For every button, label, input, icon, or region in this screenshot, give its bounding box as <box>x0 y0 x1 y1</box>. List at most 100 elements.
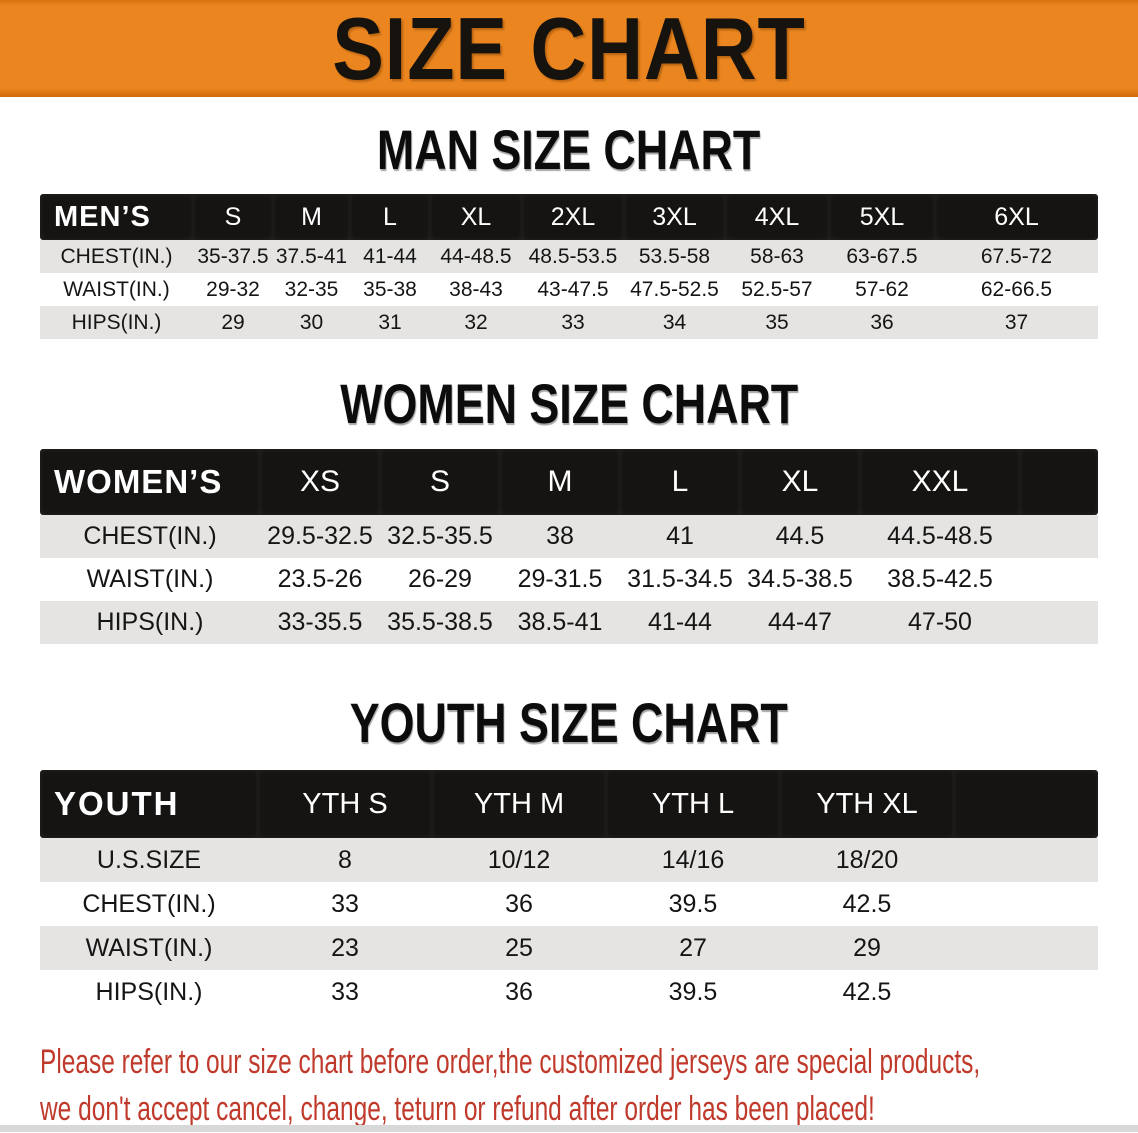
column-header: XL <box>740 449 860 515</box>
value-cell: 10/12 <box>432 838 606 882</box>
value-cell: 38 <box>500 515 620 558</box>
table-row: CHEST(IN.) 29.5-32.5 32.5-35.5 38 41 44.5 44.5… <box>40 515 1098 558</box>
value-cell: 37 <box>935 306 1098 339</box>
value-cell: 48.5-53.5 <box>522 240 624 273</box>
column-header: M <box>500 449 620 515</box>
youth-heading-row: YOUTH SIZE CHART <box>0 691 1138 754</box>
column-header: S <box>193 194 273 240</box>
value-filler <box>954 970 1098 1014</box>
table-row: HIPS(IN.) 33-35.5 35.5-38.5 38.5-41 41-44 44-… <box>40 601 1098 644</box>
table-corner-label: WOMEN’S <box>40 449 260 515</box>
value-cell: 29-32 <box>193 273 273 306</box>
banner-title: SIZE CHART <box>332 0 806 98</box>
column-header: 3XL <box>624 194 725 240</box>
row-label: CHEST(IN.) <box>40 240 193 273</box>
table-corner-label: YOUTH <box>40 770 258 838</box>
column-header: 6XL <box>935 194 1098 240</box>
value-cell: 47-50 <box>860 601 1020 644</box>
men-size-section: MAN SIZE CHART MEN’S S M L XL 2XL 3XL 4XL 5XL 6XL… <box>0 122 1138 339</box>
value-cell: 44-48.5 <box>430 240 522 273</box>
column-header: YTH M <box>432 770 606 838</box>
value-cell: 26-29 <box>380 558 500 601</box>
value-cell: 42.5 <box>780 970 954 1014</box>
value-cell: 38-43 <box>430 273 522 306</box>
column-header: XS <box>260 449 380 515</box>
value-cell: 37.5-41 <box>273 240 350 273</box>
row-label: U.S.SIZE <box>40 838 258 882</box>
column-header: L <box>350 194 430 240</box>
column-header: XL <box>430 194 522 240</box>
table-row: U.S.SIZE 8 10/12 14/16 18/20 <box>40 838 1098 882</box>
value-filler <box>1020 515 1098 558</box>
value-cell: 32 <box>430 306 522 339</box>
table-row: HIPS(IN.) 33 36 39.5 42.5 <box>40 970 1098 1014</box>
value-cell: 35-38 <box>350 273 430 306</box>
women-chart-heading: WOMEN SIZE CHART <box>340 372 798 435</box>
value-cell: 41-44 <box>350 240 430 273</box>
value-cell: 57-62 <box>829 273 935 306</box>
row-label: HIPS(IN.) <box>40 970 258 1014</box>
value-cell: 33 <box>258 882 432 926</box>
table-row: CHEST(IN.) 35-37.5 37.5-41 41-44 44-48.5 48.5… <box>40 240 1098 273</box>
value-cell: 41-44 <box>620 601 740 644</box>
value-cell: 39.5 <box>606 970 780 1014</box>
value-cell: 27 <box>606 926 780 970</box>
value-filler <box>954 882 1098 926</box>
youth-size-section: YOUTH SIZE CHART YOUTH YTH S YTH M YTH L YTH… <box>0 695 1138 1014</box>
bottom-edge-bar <box>0 1125 1138 1132</box>
row-label: HIPS(IN.) <box>40 601 260 644</box>
value-cell: 18/20 <box>780 838 954 882</box>
women-size-section: WOMEN SIZE CHART WOMEN’S XS S M L XL XXL CHEST(… <box>0 376 1138 644</box>
men-size-table: MEN’S S M L XL 2XL 3XL 4XL 5XL 6XL CHEST(IN.) 35-37… <box>40 194 1098 339</box>
youth-chart-heading: YOUTH SIZE CHART <box>349 691 789 754</box>
disclaimer-line-1: Please refer to our size chart before or… <box>40 1043 981 1081</box>
column-header: 4XL <box>725 194 829 240</box>
women-heading-row: WOMEN SIZE CHART <box>0 372 1138 435</box>
size-chart-banner: SIZE CHART <box>0 0 1138 97</box>
header-filler <box>1020 449 1098 515</box>
value-cell: 32.5-35.5 <box>380 515 500 558</box>
men-heading-row: MAN SIZE CHART <box>0 118 1138 181</box>
row-label: CHEST(IN.) <box>40 515 260 558</box>
value-filler <box>954 838 1098 882</box>
value-cell: 63-67.5 <box>829 240 935 273</box>
header-row: WOMEN’S XS S M L XL XXL <box>40 449 1098 515</box>
value-cell: 35 <box>725 306 829 339</box>
youth-size-table: YOUTH YTH S YTH M YTH L YTH XL U.S.SIZE 8 10/12… <box>40 770 1098 1014</box>
value-cell: 33-35.5 <box>260 601 380 644</box>
value-cell: 33 <box>258 970 432 1014</box>
value-cell: 25 <box>432 926 606 970</box>
value-cell: 29-31.5 <box>500 558 620 601</box>
value-filler <box>954 926 1098 970</box>
value-cell: 30 <box>273 306 350 339</box>
value-cell: 35.5-38.5 <box>380 601 500 644</box>
table-row: WAIST(IN.) 23.5-26 26-29 29-31.5 31.5-34.5 34… <box>40 558 1098 601</box>
value-cell: 67.5-72 <box>935 240 1098 273</box>
value-cell: 41 <box>620 515 740 558</box>
value-cell: 29.5-32.5 <box>260 515 380 558</box>
column-header: YTH S <box>258 770 432 838</box>
value-cell: 36 <box>432 970 606 1014</box>
value-cell: 23 <box>258 926 432 970</box>
value-cell: 58-63 <box>725 240 829 273</box>
table-row: HIPS(IN.) 29 30 31 32 33 34 35 36 37 <box>40 306 1098 339</box>
men-chart-heading: MAN SIZE CHART <box>377 118 761 181</box>
column-header: YTH XL <box>780 770 954 838</box>
row-label: WAIST(IN.) <box>40 558 260 601</box>
header-filler <box>954 770 1098 838</box>
value-cell: 32-35 <box>273 273 350 306</box>
value-cell: 44.5-48.5 <box>860 515 1020 558</box>
table-row: WAIST(IN.) 29-32 32-35 35-38 38-43 43-47.5 47.… <box>40 273 1098 306</box>
column-header: M <box>273 194 350 240</box>
value-cell: 29 <box>193 306 273 339</box>
value-cell: 36 <box>829 306 935 339</box>
disclaimer-text: Please refer to our size chart before or… <box>40 1039 1138 1133</box>
table-corner-label: MEN’S <box>40 194 193 240</box>
table-row: WAIST(IN.) 23 25 27 29 <box>40 926 1098 970</box>
value-cell: 38.5-41 <box>500 601 620 644</box>
header-row: YOUTH YTH S YTH M YTH L YTH XL <box>40 770 1098 838</box>
table-row: CHEST(IN.) 33 36 39.5 42.5 <box>40 882 1098 926</box>
value-cell: 8 <box>258 838 432 882</box>
value-cell: 14/16 <box>606 838 780 882</box>
disclaimer-line-2: we don't accept cancel, change, teturn o… <box>40 1090 875 1128</box>
